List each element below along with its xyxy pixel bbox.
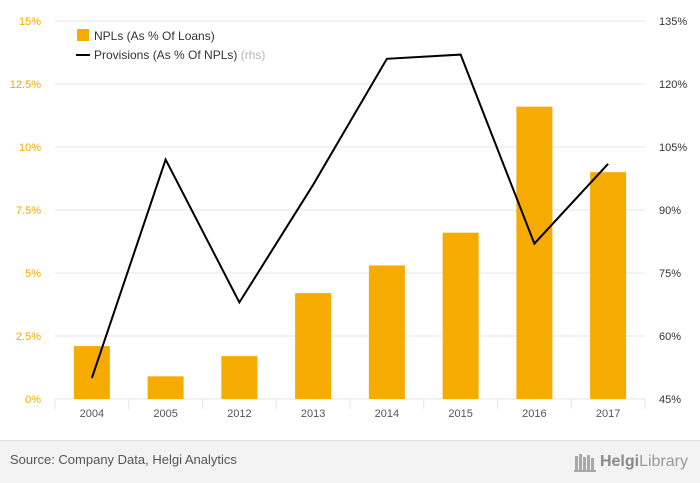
right-axis-tick-label: 45% [659, 394, 681, 406]
npl-bar [221, 356, 258, 399]
right-axis-tick-label: 90% [659, 205, 681, 217]
npl-bar [368, 265, 405, 399]
logo-light-text: Library [639, 453, 688, 470]
library-icon [573, 454, 596, 472]
grid [54, 20, 646, 409]
x-axis-tick-label: 2014 [375, 408, 399, 420]
npl-bar [147, 376, 184, 399]
right-axis-tick-label: 120% [659, 79, 687, 91]
helgi-library-logo: Helgi Library [573, 449, 688, 475]
right-axis-tick-label: 60% [659, 331, 681, 343]
provisions-line [90, 53, 609, 379]
right-axis-tick-label: 135% [659, 16, 687, 28]
right-axis: 45% 60% 75% 90% 105% 120% 135% [659, 16, 687, 406]
left-axis-tick-label: 7.5% [16, 205, 41, 217]
left-axis-tick-label: 15% [19, 16, 41, 28]
right-axis-tick-label: 105% [659, 142, 687, 154]
x-axis-tick-label: 2004 [80, 408, 104, 420]
legend-line-label: Provisions (As % Of NPLs) (rhs) [94, 48, 265, 62]
legend-bar-label: NPLs (As % Of Loans) [94, 29, 215, 43]
left-axis-tick-label: 0% [25, 394, 41, 406]
x-axis-tick-label: 2012 [227, 408, 251, 420]
footer: Source: Company Data, Helgi Analytics He… [0, 440, 700, 483]
npl-bar [516, 106, 553, 400]
x-axis: 2004 2005 2012 2013 2014 2015 2016 2017 [80, 408, 621, 420]
x-axis-tick-label: 2005 [153, 408, 177, 420]
logo-bold-text: Helgi [599, 453, 640, 470]
left-axis-tick-label: 5% [25, 268, 41, 280]
left-axis-tick-label: 2.5% [16, 331, 41, 343]
npl-bar [590, 172, 627, 399]
npl-bar [295, 293, 332, 399]
x-axis-tick-label: 2017 [596, 408, 620, 420]
x-axis-tick-label: 2016 [522, 408, 546, 420]
left-axis-tick-label: 10% [19, 142, 41, 154]
npl-bar [73, 346, 110, 399]
left-axis: 0% 2.5% 5% 7.5% 10% 12.5% 15% [10, 16, 41, 406]
source-text: Source: Company Data, Helgi Analytics [10, 452, 237, 467]
legend-bar-swatch [77, 29, 89, 41]
left-axis-tick-label: 12.5% [10, 79, 41, 91]
chart: 0% 2.5% 5% 7.5% 10% 12.5% 15% 45% 60% 75% 90% 105%… [10, 16, 688, 420]
legend: NPLs (As % Of Loans) Provisions (As % Of… [76, 29, 265, 62]
npl-bar [442, 232, 479, 399]
right-axis-tick-label: 75% [659, 268, 681, 280]
x-axis-tick-label: 2013 [301, 408, 325, 420]
bars [73, 106, 627, 400]
line-series [90, 53, 609, 379]
x-axis-tick-label: 2015 [448, 408, 472, 420]
